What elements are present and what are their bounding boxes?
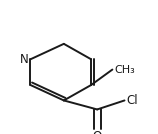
Text: O: O	[93, 130, 102, 134]
Text: CH₃: CH₃	[114, 65, 135, 75]
Text: N: N	[19, 53, 28, 66]
Text: Cl: Cl	[126, 94, 138, 107]
